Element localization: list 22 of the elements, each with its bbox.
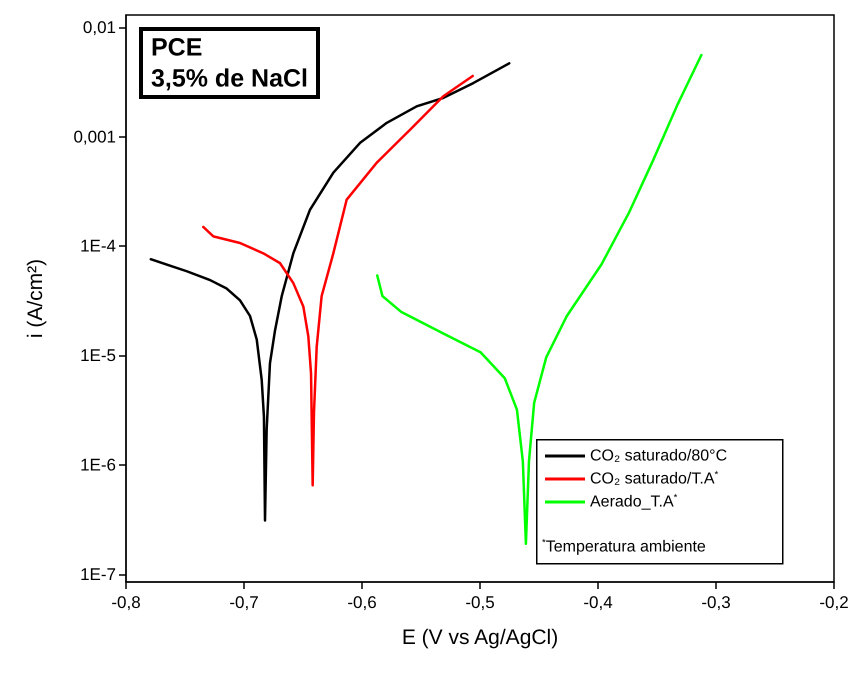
- y-tick-label: 1E-5: [80, 346, 116, 366]
- text: PCE: [151, 34, 202, 62]
- x-tick-label: -0,4: [583, 593, 613, 612]
- annotation: *Temperatura ambiente: [542, 538, 706, 556]
- x-axis-title: E (V vs Ag/AgCl): [402, 626, 558, 649]
- y-tick-label: 1E-7: [80, 564, 116, 584]
- y-tick-label: 1E-6: [80, 455, 116, 474]
- x-tick-label: -0,3: [701, 593, 731, 612]
- legend-label: CO₂ saturado/T.A*: [590, 470, 718, 488]
- legend-label: CO₂ saturado/80°C: [590, 448, 728, 464]
- x-tick-label: -0,2: [819, 593, 849, 612]
- y-tick-label: 1E-4: [80, 236, 116, 256]
- line-series: [150, 62, 511, 522]
- x-tick-label: -0,7: [229, 593, 259, 612]
- x-tick-label: -0,6: [347, 593, 377, 612]
- x-tick-label: -0,8: [111, 593, 141, 612]
- x-tick-label: -0,5: [465, 593, 495, 612]
- y-tick-label: 0,001: [73, 127, 116, 146]
- y-axis-title: i (A/cm²): [24, 258, 47, 338]
- y-tick-label: 0,01: [82, 18, 116, 37]
- legend-label: Aerado_T.A*: [590, 492, 678, 510]
- text: 3,5% de NaCl: [151, 64, 308, 92]
